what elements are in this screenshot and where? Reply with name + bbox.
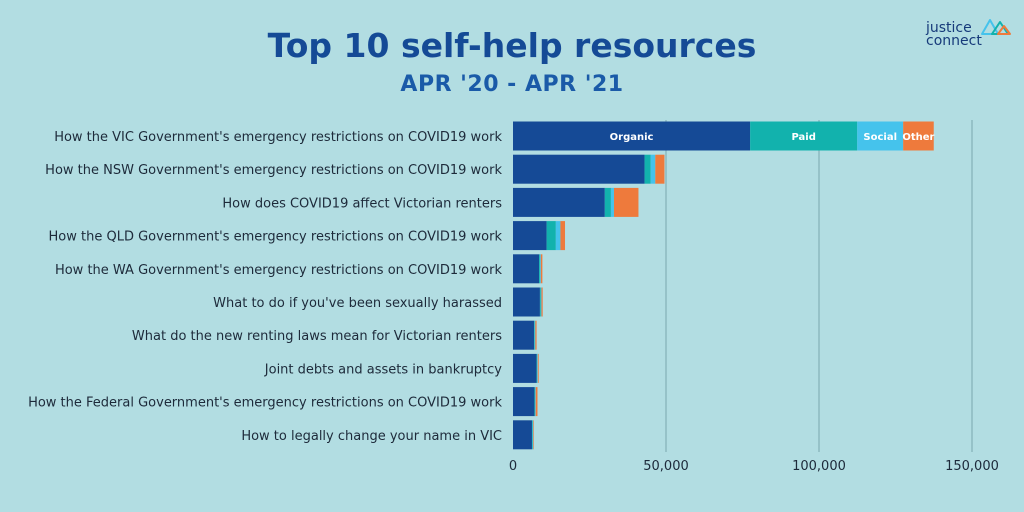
bar-segment-organic	[513, 254, 540, 284]
bar-segment-organic	[513, 154, 645, 184]
x-tick-label: 150,000	[945, 459, 999, 474]
bar-segment-other	[540, 254, 543, 284]
bar-segment-social	[857, 121, 904, 151]
bar-segment-social	[555, 221, 561, 251]
bar-segment-paid	[539, 287, 541, 317]
bar-segment-social	[540, 287, 542, 317]
chart-title: Top 10 self-help resources	[267, 26, 757, 65]
bar-segment-paid	[534, 387, 536, 417]
logo-text-connect: connect	[926, 33, 982, 49]
x-tick-label: 50,000	[643, 459, 689, 474]
bar-segment-paid	[536, 353, 538, 383]
bar-segment-social	[650, 154, 656, 184]
bar-segment-paid	[546, 221, 556, 251]
bar-segment-paid	[534, 320, 535, 350]
bar-segment-other	[535, 320, 537, 350]
category-label: How the NSW Government's emergency restr…	[45, 163, 502, 178]
bar-segment-organic	[513, 221, 547, 251]
bar-segment-organic	[513, 121, 751, 151]
bar-segment-paid	[539, 254, 540, 284]
bar-segment-paid	[644, 154, 651, 184]
bar-segment-organic	[513, 387, 535, 417]
segment-label-organic: Organic	[610, 132, 654, 143]
x-tick-label: 100,000	[792, 459, 846, 474]
category-label: How the Federal Government's emergency r…	[28, 396, 502, 411]
bar-segment-organic	[513, 287, 540, 317]
bar-segment-other	[541, 287, 543, 317]
chart-subtitle: APR '20 - APR '21	[400, 72, 624, 97]
category-label: How to legally change your name in VIC	[241, 429, 502, 444]
category-label: What to do if you've been sexually haras…	[213, 296, 502, 311]
bar-segment-social	[535, 387, 536, 417]
bar-segment-social	[534, 320, 536, 350]
segment-label-paid: Paid	[791, 132, 815, 143]
bar-segment-organic	[513, 420, 532, 450]
bar-segment-social	[532, 420, 534, 450]
bar-segment-social	[610, 187, 614, 217]
segment-label-social: Social	[863, 132, 897, 143]
bar-segment-paid	[750, 121, 858, 151]
bar-segment-organic	[513, 353, 537, 383]
bar-segment-other	[613, 187, 639, 217]
justice-connect-logo: justice connect	[924, 12, 1016, 52]
category-label: How the WA Government's emergency restri…	[55, 263, 503, 278]
bar-segment-other	[655, 154, 665, 184]
bar-segment-social	[539, 254, 541, 284]
logo-mark-icon	[981, 19, 1011, 35]
bar-segment-other	[903, 121, 934, 151]
x-tick-label: 0	[509, 459, 517, 474]
segment-label-other: Other	[902, 132, 934, 143]
category-label: What do the new renting laws mean for Vi…	[132, 329, 502, 344]
bar-segment-organic	[513, 187, 605, 217]
bar-segment-social	[537, 353, 538, 383]
bar-segment-other	[535, 387, 538, 417]
bar-segment-other	[533, 420, 534, 450]
bar-segment-other	[537, 353, 539, 383]
category-label: Joint debts and assets in bankruptcy	[264, 362, 503, 377]
bar-segment-organic	[513, 320, 535, 350]
logo-text-justice: justice	[926, 20, 972, 36]
category-label: How the QLD Government's emergency restr…	[49, 230, 503, 245]
bar-segment-paid	[604, 187, 611, 217]
bar-segment-paid	[531, 420, 533, 450]
category-label: How the VIC Government's emergency restr…	[54, 130, 502, 145]
bar-segment-other	[560, 221, 566, 251]
category-label: How does COVID19 affect Victorian renter…	[222, 196, 502, 211]
